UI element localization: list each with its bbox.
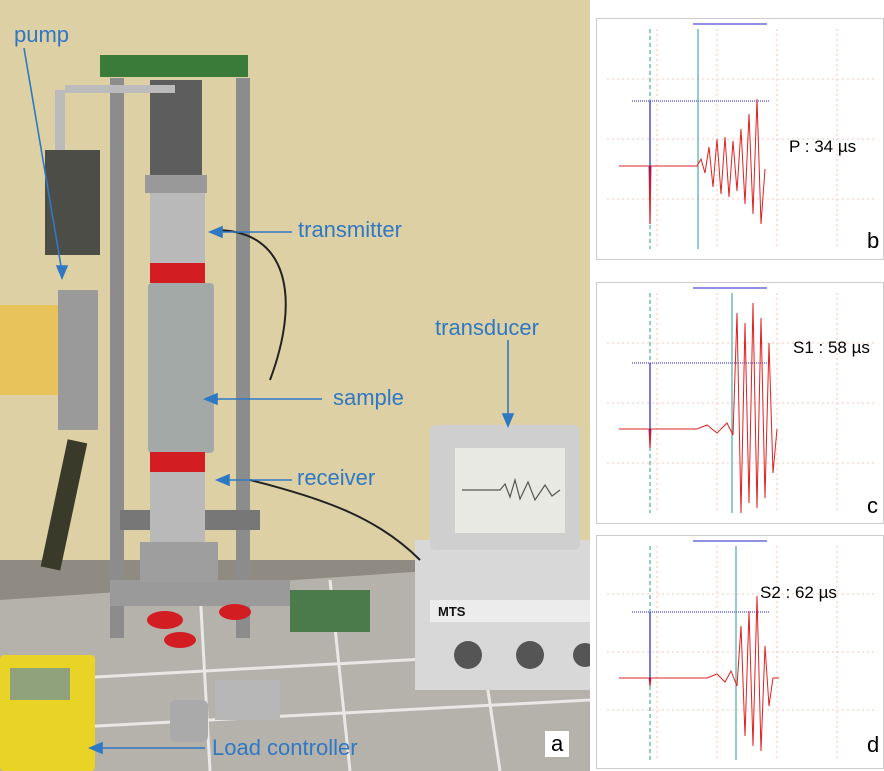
load-controller-label: Load controller <box>212 735 358 760</box>
waveform-c <box>607 287 877 514</box>
oscilloscope-panel-c: S1 : 58 µs c <box>596 282 884 524</box>
transducer-label: transducer <box>435 315 539 340</box>
waveform-b <box>607 23 877 249</box>
oscilloscope-panel-b: P : 34 µs b <box>596 18 884 260</box>
scope-b-value-label: P : 34 µs <box>789 137 857 156</box>
panel-letter-a: a <box>545 731 570 757</box>
label-arrows <box>23 47 515 755</box>
receiver-label: receiver <box>297 465 376 490</box>
experiment-photo: MTS pum <box>0 0 590 771</box>
pump-label: pump <box>14 22 70 47</box>
transmitter-label: transmitter <box>298 217 402 242</box>
scope-d-letter: d <box>867 732 880 757</box>
sample-label: sample <box>333 385 404 410</box>
waveform-d <box>607 540 877 760</box>
scope-c-value-label: S1 : 58 µs <box>793 338 870 357</box>
oscilloscope-panel-d: S2 : 62 µs d <box>596 535 884 769</box>
scope-b-letter: b <box>867 228 880 253</box>
scope-c-letter: c <box>867 493 878 518</box>
svg-text:MTS: MTS <box>438 604 466 619</box>
scope-d-value-label: S2 : 62 µs <box>760 583 837 602</box>
apparatus-drawing: MTS <box>0 0 590 771</box>
